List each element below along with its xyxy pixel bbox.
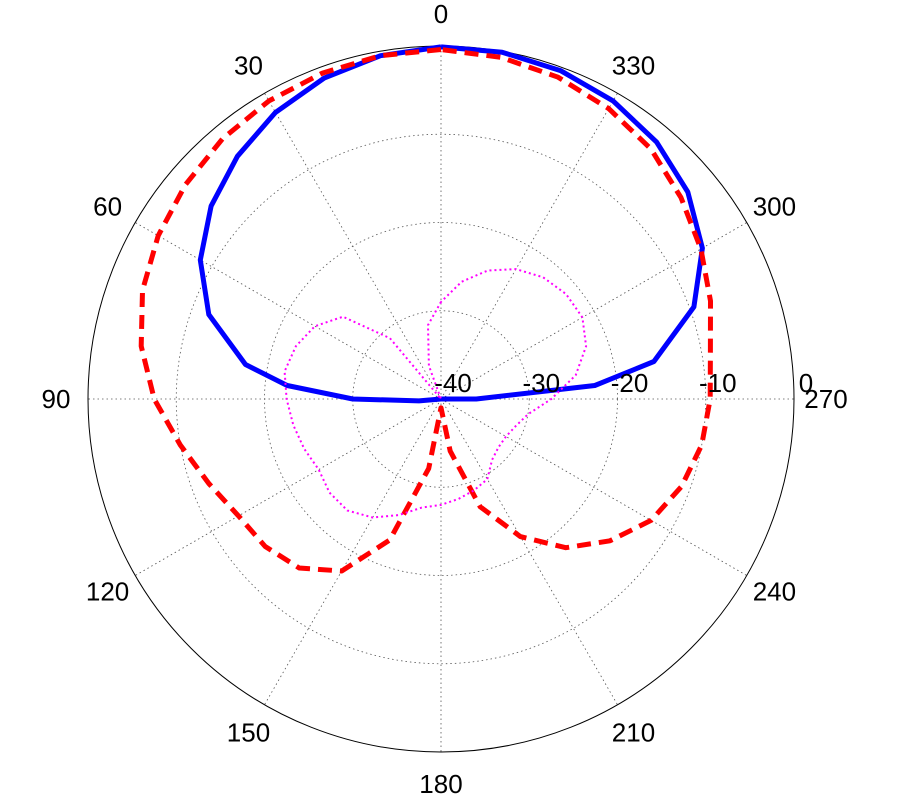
angle-tick-label: 240 [753,577,796,607]
radial-tick-label: -10 [699,368,737,398]
angle-tick-label: 30 [234,51,263,81]
grid-circle [352,310,530,488]
grid-spoke [440,222,747,400]
angle-tick-label: 60 [93,192,122,222]
grid-spoke [135,222,442,400]
angle-tick-label: 120 [86,577,129,607]
grid-spoke [135,398,442,576]
grid-spoke [440,398,618,705]
angle-tick-label: 180 [419,769,462,799]
angle-tick-label: 210 [612,717,655,747]
radial-tick-label: -20 [611,368,649,398]
angle-tick-label: 300 [753,192,796,222]
angle-tick-label: 90 [42,384,71,414]
grid-spoke [264,398,442,705]
radial-tick-label: -30 [523,368,561,398]
radial-tick-label: 0 [799,368,813,398]
angle-tick-label: 0 [434,0,448,29]
angle-tick-label: 270 [804,384,847,414]
radial-tick-label: -40 [434,368,472,398]
grid-circle [175,133,707,665]
angle-tick-label: 150 [227,717,270,747]
angle-tick-label: 330 [612,51,655,81]
series-line-2 [138,47,713,574]
grid-spoke [264,93,442,400]
series-line-3 [283,268,588,519]
grid-spoke [440,93,618,400]
series-group [138,44,713,574]
tick-labels: 0 30 60 90 120 150 180 210 240 270 300 330 -40 -30 -20… [42,0,848,799]
series-line-1 [197,44,705,404]
outer-boundary-circle [87,45,795,753]
grid-spoke [440,398,747,576]
